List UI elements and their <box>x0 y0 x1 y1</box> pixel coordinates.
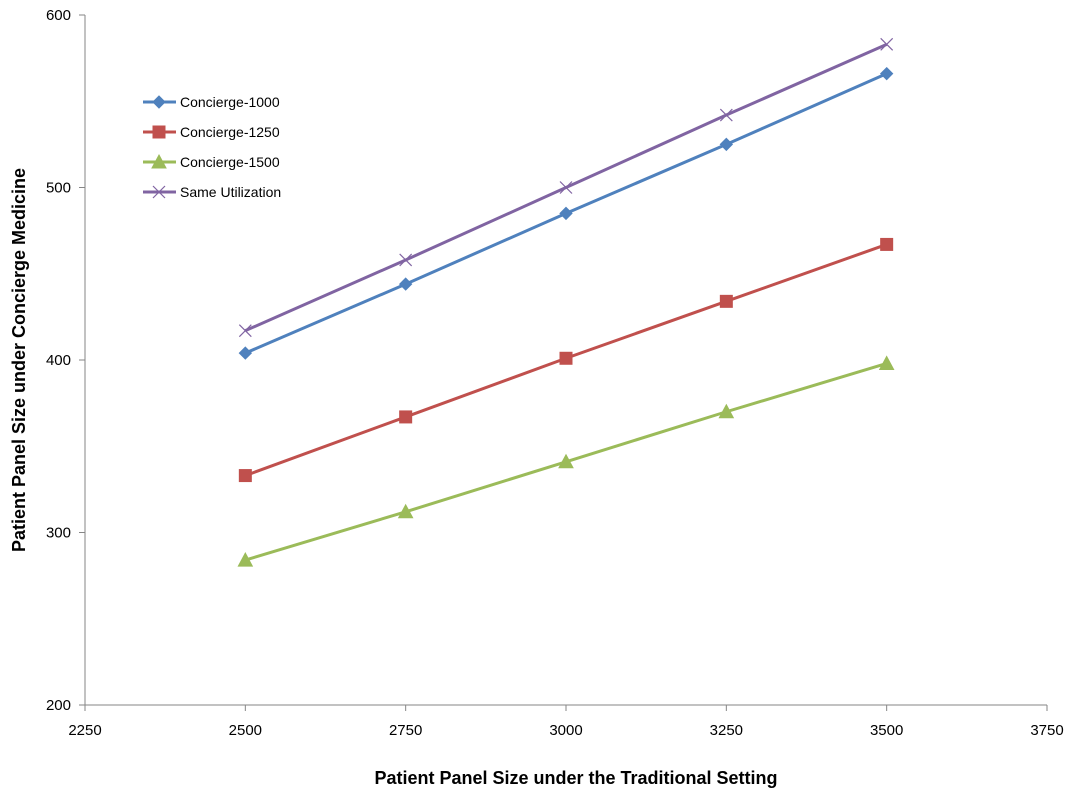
x-tick-label: 3250 <box>710 722 743 739</box>
y-axis-title: Patient Panel Size under Concierge Medic… <box>9 168 29 552</box>
y-tick-label: 600 <box>46 7 71 24</box>
data-point <box>238 469 252 483</box>
data-point <box>398 277 413 291</box>
legend-label: Concierge-1000 <box>180 94 280 110</box>
legend-entry: Same Utilization <box>143 184 281 200</box>
data-point <box>719 108 733 122</box>
data-point <box>719 137 734 152</box>
y-tick-label: 300 <box>46 525 71 542</box>
data-point <box>559 206 573 221</box>
y-tick-label: 200 <box>46 697 71 714</box>
legend-swatch-marker <box>151 153 167 169</box>
data-point <box>399 410 413 424</box>
series <box>238 66 894 360</box>
axes: 200 300 400 500 600 2250 2500 2750 3000 3250 3500 3… <box>46 7 1064 739</box>
data-point <box>399 253 413 267</box>
legend-label: Same Utilization <box>180 184 281 200</box>
data-point <box>879 66 894 81</box>
x-tick-label: 3500 <box>870 722 903 739</box>
series <box>237 355 895 567</box>
data-point <box>238 346 253 360</box>
x-axis-title: Patient Panel Size under the Traditional… <box>374 768 777 788</box>
y-tick-label: 400 <box>46 352 71 369</box>
legend-swatch-marker <box>152 125 166 139</box>
series-layer <box>237 37 895 567</box>
data-point <box>397 503 414 519</box>
x-marker-stroke <box>880 37 894 51</box>
x-tick-label: 2500 <box>229 722 262 739</box>
data-point <box>559 181 573 194</box>
data-point <box>238 324 252 338</box>
x-marker-stroke <box>152 185 166 199</box>
data-point <box>880 37 894 51</box>
y-tick-label: 500 <box>46 180 71 197</box>
legend-swatch-marker <box>152 95 166 109</box>
data-point <box>719 294 733 308</box>
x-marker-stroke <box>238 324 252 338</box>
legend-entry: Concierge-1250 <box>143 124 280 140</box>
data-point <box>237 552 254 567</box>
series <box>238 237 894 483</box>
data-point <box>558 453 574 469</box>
data-point <box>880 237 894 251</box>
legend-label: Concierge-1250 <box>180 124 280 140</box>
x-tick-label: 3000 <box>549 722 582 739</box>
x-marker-stroke <box>399 253 413 267</box>
data-point <box>878 355 895 370</box>
x-tick-label: 3750 <box>1030 722 1063 739</box>
legend-entry: Concierge-1000 <box>143 94 280 110</box>
legend: Concierge-1000 Concierge-1250 Concierge-15… <box>143 94 281 200</box>
legend-label: Concierge-1500 <box>180 154 280 170</box>
legend-swatch-marker <box>152 185 166 199</box>
x-tick-label: 2750 <box>389 722 422 739</box>
x-marker-stroke <box>719 108 733 122</box>
data-point <box>718 403 735 419</box>
data-point <box>559 351 573 365</box>
series <box>238 37 894 338</box>
x-tick-label: 2250 <box>68 722 101 739</box>
x-marker-stroke <box>559 181 573 194</box>
legend-entry: Concierge-1500 <box>143 153 280 170</box>
